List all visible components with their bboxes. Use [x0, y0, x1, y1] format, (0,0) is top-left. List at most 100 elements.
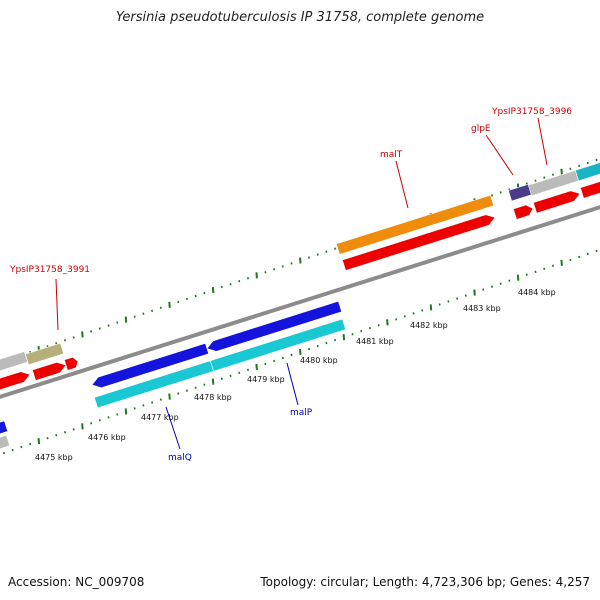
minor-tick — [107, 324, 110, 327]
minor-tick — [72, 428, 75, 431]
minor-tick — [595, 249, 598, 253]
minor-tick — [351, 332, 354, 336]
minor-tick — [116, 321, 119, 324]
minor-tick — [499, 282, 502, 285]
minor-tick — [185, 389, 188, 392]
minor-tick — [456, 297, 459, 300]
minor-tick — [307, 256, 310, 259]
gene-feature — [507, 183, 533, 202]
cds-feature — [206, 300, 343, 352]
cds-feature — [31, 361, 67, 381]
major-tick — [124, 408, 128, 415]
minor-tick — [20, 445, 23, 449]
genome-backbone — [0, 205, 600, 399]
minor-tick — [203, 291, 206, 295]
minor-tick — [177, 300, 180, 304]
minor-tick — [273, 359, 276, 363]
minor-tick — [325, 250, 328, 253]
cds-feature — [341, 214, 496, 271]
minor-tick — [246, 277, 249, 280]
label-leader-line — [395, 160, 409, 209]
minor-tick — [55, 434, 58, 437]
scale-label: 4479 kbp — [247, 375, 285, 384]
scale-label: 4475 kbp — [35, 453, 73, 462]
minor-tick — [464, 294, 467, 297]
minor-tick — [447, 300, 450, 303]
major-tick — [81, 423, 84, 430]
minor-tick — [551, 264, 554, 268]
minor-tick — [246, 368, 249, 372]
minor-tick — [508, 279, 511, 282]
major-tick — [211, 378, 215, 385]
minor-tick — [569, 258, 572, 262]
major-tick — [211, 286, 215, 294]
gene-feature — [209, 318, 347, 372]
minor-tick — [264, 362, 267, 366]
minor-tick — [90, 422, 93, 425]
gene-feature — [0, 351, 29, 373]
minor-tick — [586, 161, 589, 165]
minor-tick — [63, 339, 66, 342]
minor-tick — [264, 271, 267, 274]
feature-track — [0, 159, 600, 451]
scale-label: 4478 kbp — [194, 393, 232, 402]
minor-tick — [525, 273, 528, 276]
major-tick — [255, 272, 258, 279]
lower-tick-track — [2, 249, 598, 455]
minor-tick — [229, 282, 232, 286]
map-title: Yersinia pseudotuberculosis IP 31758, co… — [115, 10, 485, 25]
minor-tick — [142, 312, 145, 315]
minor-tick — [98, 327, 101, 330]
minor-tick — [334, 338, 337, 342]
minor-tick — [63, 431, 66, 434]
minor-tick — [534, 270, 537, 273]
minor-tick — [595, 158, 598, 162]
scale-label: 4483 kbp — [463, 304, 501, 313]
cds-feature — [0, 420, 9, 436]
minor-tick — [360, 330, 363, 333]
minor-tick — [29, 442, 32, 446]
genome-summary: Topology: circular; Length: 4,723,306 bp… — [260, 575, 590, 589]
major-tick — [342, 334, 346, 341]
major-tick — [168, 393, 171, 400]
major-tick — [299, 257, 302, 264]
minor-tick — [499, 191, 502, 194]
label-leader-line — [165, 406, 181, 450]
major-tick — [516, 274, 520, 281]
minor-tick — [543, 176, 546, 179]
cds-feature — [91, 342, 210, 389]
scale-label: 4477 kbp — [141, 413, 179, 422]
minor-tick — [151, 309, 154, 312]
minor-tick — [159, 306, 162, 310]
minor-tick — [534, 179, 537, 182]
cds-feature — [579, 181, 600, 199]
minor-tick — [151, 401, 154, 404]
minor-tick — [290, 262, 293, 265]
major-tick — [299, 348, 302, 356]
minor-tick — [203, 383, 206, 386]
cds-feature — [0, 371, 31, 392]
cds-feature — [512, 204, 534, 220]
minor-tick — [438, 303, 441, 306]
scale-label: 4481 kbp — [356, 337, 394, 346]
major-tick — [560, 259, 563, 266]
minor-tick — [133, 315, 136, 318]
minor-tick — [368, 327, 371, 330]
major-tick — [473, 289, 476, 296]
scale-label: 4482 kbp — [410, 321, 448, 330]
label-leader-line — [485, 134, 514, 176]
minor-tick — [377, 324, 380, 327]
minor-tick — [55, 342, 58, 345]
minor-tick — [185, 297, 188, 301]
minor-tick — [325, 341, 328, 345]
minor-tick — [177, 392, 180, 395]
minor-tick — [490, 285, 493, 288]
minor-tick — [290, 353, 293, 357]
gene-label: malP — [290, 408, 313, 418]
minor-tick — [238, 280, 241, 283]
scale-label: 4480 kbp — [300, 356, 338, 365]
cds-feature — [63, 356, 79, 371]
minor-tick — [194, 294, 197, 298]
minor-tick — [159, 398, 162, 401]
